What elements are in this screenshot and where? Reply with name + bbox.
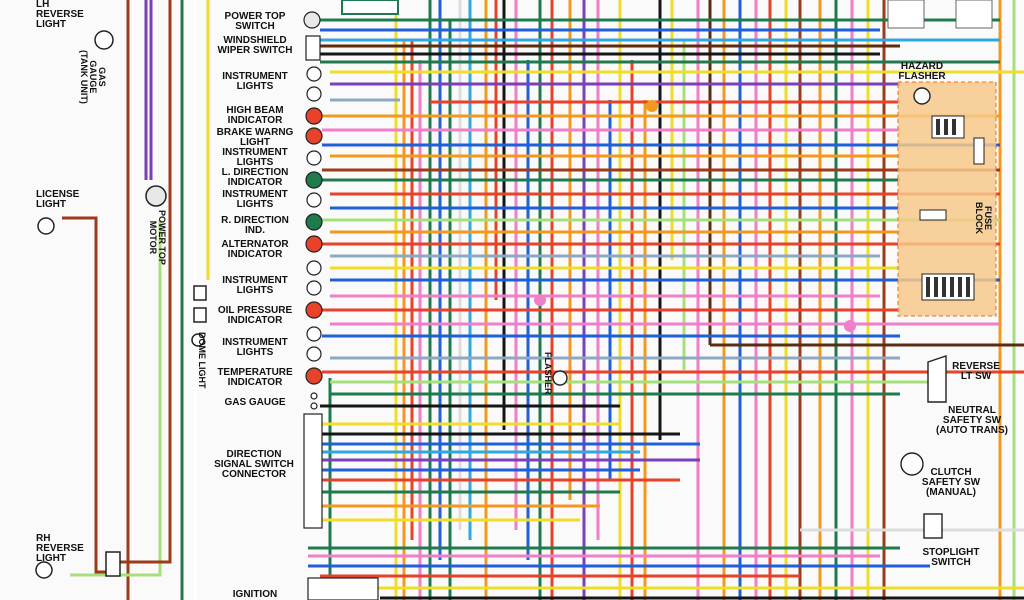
- l-direction-indicator-label: L. DIRECTION INDICATOR: [221, 167, 289, 188]
- left-components: [35, 30, 207, 579]
- flasher-shape: [552, 87, 947, 539]
- alternator-indicator-label: ALTERNATOR INDICATOR: [221, 239, 289, 260]
- brake-warng-light-label: BRAKE WARNG LIGHT: [216, 127, 294, 148]
- fuse-block-label: FUSE BLOCK: [974, 202, 993, 234]
- instrument-lights-label-1: INSTRUMENT LIGHTS: [222, 71, 288, 92]
- gas-gauge-tank-label: GAS GAUGE (TANK UNIT): [79, 50, 107, 104]
- neutral-safety-sw-label: NEUTRAL SAFETY SW (AUTO TRANS): [935, 405, 1009, 436]
- instrument-lights-label-2: INSTRUMENT LIGHTS: [222, 147, 288, 168]
- junction-dots: [534, 100, 856, 332]
- r-direction-ind-label: R. DIRECTION IND.: [221, 215, 289, 236]
- rh-reverse-light-label: RH REVERSE LIGHT: [36, 533, 84, 564]
- oil-pressure-indicator-label: OIL PRESSURE INDICATOR: [217, 305, 293, 326]
- clutch-safety-sw-label: CLUTCH SAFETY SW (MANUAL): [921, 467, 981, 498]
- fuse-block-shape: [897, 81, 997, 317]
- high-beam-indicator-label: HIGH BEAM INDICATOR: [226, 105, 284, 126]
- ignition-label: IGNITION: [232, 589, 278, 600]
- power-top-motor-label: POWER TOP MOTOR: [148, 210, 167, 265]
- direction-signal-switch-connector-label: DIRECTION SIGNAL SWITCH CONNECTOR: [214, 449, 294, 480]
- temperature-indicator-label: TEMPERATURE INDICATOR: [217, 367, 293, 388]
- flasher-label: FLASHER: [543, 352, 553, 395]
- instrument-lights-label-4: INSTRUMENT LIGHTS: [222, 275, 288, 296]
- lh-reverse-light-label: LH REVERSE LIGHT: [36, 0, 84, 30]
- hazard-flasher-label: HAZARD FLASHER: [898, 61, 946, 82]
- stoplight-switch-label: STOPLIGHT SWITCH: [922, 547, 980, 568]
- reverse-lt-sw-label: REVERSE LT SW: [952, 361, 1000, 382]
- indicator-column: [303, 11, 379, 600]
- horizontal-wires: [308, 18, 1024, 600]
- license-light-label: LICENSE LIGHT: [36, 189, 80, 210]
- gas-gauge-label: GAS GAUGE: [224, 397, 286, 408]
- dome-light-label: DOME LIGHT: [197, 332, 207, 389]
- top-connectors: [341, 0, 993, 29]
- windshield-wiper-switch-label: WINDSHIELD WIPER SWITCH: [217, 35, 293, 56]
- instrument-lights-label-3: INSTRUMENT LIGHTS: [222, 189, 288, 210]
- power-top-switch-label: POWER TOP SWITCH: [224, 11, 286, 32]
- instrument-lights-label-5: INSTRUMENT LIGHTS: [222, 337, 288, 358]
